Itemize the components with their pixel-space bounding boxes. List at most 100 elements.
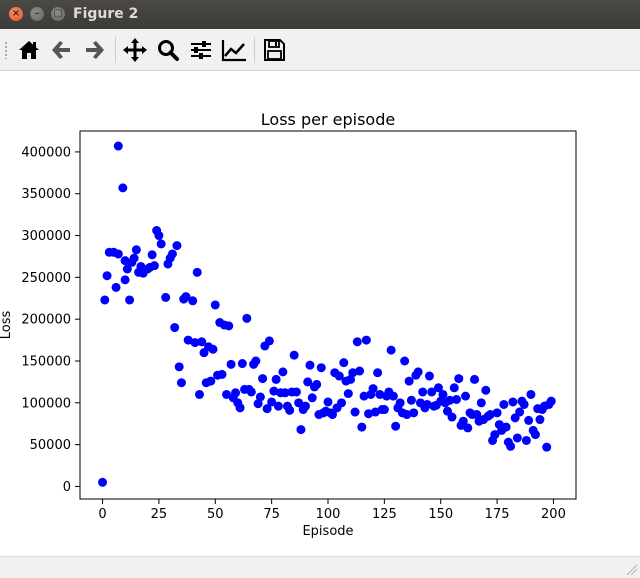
data-point (100, 295, 110, 305)
data-point (316, 363, 326, 373)
data-point (515, 407, 525, 417)
data-point (395, 398, 405, 408)
data-point (246, 387, 256, 397)
maximize-button[interactable]: □ (51, 7, 65, 21)
window-titlebar[interactable]: × – □ Figure 2 (0, 0, 640, 29)
data-point (433, 383, 443, 393)
home-button[interactable] (14, 35, 44, 65)
data-point (251, 356, 261, 366)
data-point (485, 410, 495, 420)
data-point (285, 405, 295, 415)
data-point (111, 282, 121, 292)
data-point (210, 300, 220, 310)
close-button[interactable]: × (9, 7, 23, 21)
zoom-icon (158, 40, 179, 61)
data-point (452, 394, 462, 404)
x-tick-label: 25 (151, 507, 168, 522)
data-point (524, 415, 534, 425)
subplots-icon (191, 41, 211, 59)
x-axis-label: Episode (302, 524, 353, 539)
data-point (501, 422, 511, 432)
data-point (357, 422, 367, 432)
data-point (458, 416, 468, 426)
y-tick-label: 100000 (21, 396, 71, 411)
data-point (427, 387, 437, 397)
save-icon (264, 39, 285, 61)
data-point (375, 389, 385, 399)
edit-axis-icon (221, 40, 246, 62)
navigation-toolbar (0, 29, 640, 71)
figure-canvas[interactable]: Loss per episode 0 25 50 75 100 125 150 175 200 … (0, 71, 640, 556)
x-tick-label: 0 (98, 507, 106, 522)
data-point (294, 398, 304, 408)
data-point (273, 401, 283, 411)
back-arrow-icon (52, 41, 70, 59)
data-point (492, 408, 502, 418)
data-point (364, 409, 374, 419)
pan-button[interactable] (120, 35, 150, 65)
data-points (98, 141, 556, 487)
data-point (194, 389, 204, 399)
data-point (242, 313, 252, 323)
data-point (476, 398, 486, 408)
data-point (508, 397, 518, 407)
y-tick-label: 400000 (21, 145, 71, 160)
data-point (102, 271, 112, 281)
data-point (424, 371, 434, 381)
data-point (391, 421, 401, 431)
data-point (192, 267, 202, 277)
x-tick-label: 200 (541, 507, 566, 522)
toolbar-separator (115, 37, 116, 63)
zoom-button[interactable] (153, 35, 183, 65)
forward-arrow-icon (86, 41, 104, 59)
back-button[interactable] (47, 35, 77, 65)
data-point (447, 412, 457, 422)
axes-frame (79, 130, 577, 500)
data-point (181, 292, 191, 302)
data-point (118, 183, 128, 193)
data-point (296, 425, 306, 435)
data-point (418, 387, 428, 397)
data-point (542, 442, 552, 452)
data-point (481, 385, 491, 395)
data-point (334, 371, 344, 381)
data-point (463, 423, 473, 433)
customize-button[interactable] (219, 35, 249, 65)
forward-button[interactable] (79, 35, 109, 65)
data-point (280, 388, 290, 398)
data-point (337, 398, 347, 408)
minimize-button[interactable]: – (30, 7, 44, 21)
y-tick-label: 300000 (21, 229, 71, 244)
data-point (519, 399, 529, 409)
data-point (188, 296, 198, 306)
resize-grip[interactable] (625, 563, 637, 575)
y-tick-label: 250000 (21, 271, 71, 286)
data-point (258, 374, 268, 384)
data-point (262, 404, 272, 414)
data-point (206, 376, 216, 386)
data-point (546, 396, 556, 406)
data-point (305, 360, 315, 370)
data-point (352, 337, 362, 347)
data-point (161, 292, 171, 302)
data-point (379, 405, 389, 415)
y-tick-label: 150000 (21, 355, 71, 370)
toolbar-grip[interactable] (4, 41, 8, 59)
data-point (359, 391, 369, 401)
data-point (490, 430, 500, 440)
scatter-chart[interactable]: Loss per episode 0 25 50 75 100 125 150 175 200 … (0, 71, 640, 556)
data-point (125, 295, 135, 305)
data-point (413, 367, 423, 377)
data-point (264, 336, 274, 346)
data-point (172, 241, 182, 251)
data-point (355, 366, 365, 376)
data-point (278, 367, 288, 377)
data-point (470, 374, 480, 384)
subplots-button[interactable] (186, 35, 216, 65)
data-point (226, 359, 236, 369)
data-point (454, 374, 464, 384)
data-point (499, 399, 509, 409)
save-button[interactable] (259, 35, 289, 65)
data-point (291, 387, 301, 397)
data-point (154, 231, 164, 241)
